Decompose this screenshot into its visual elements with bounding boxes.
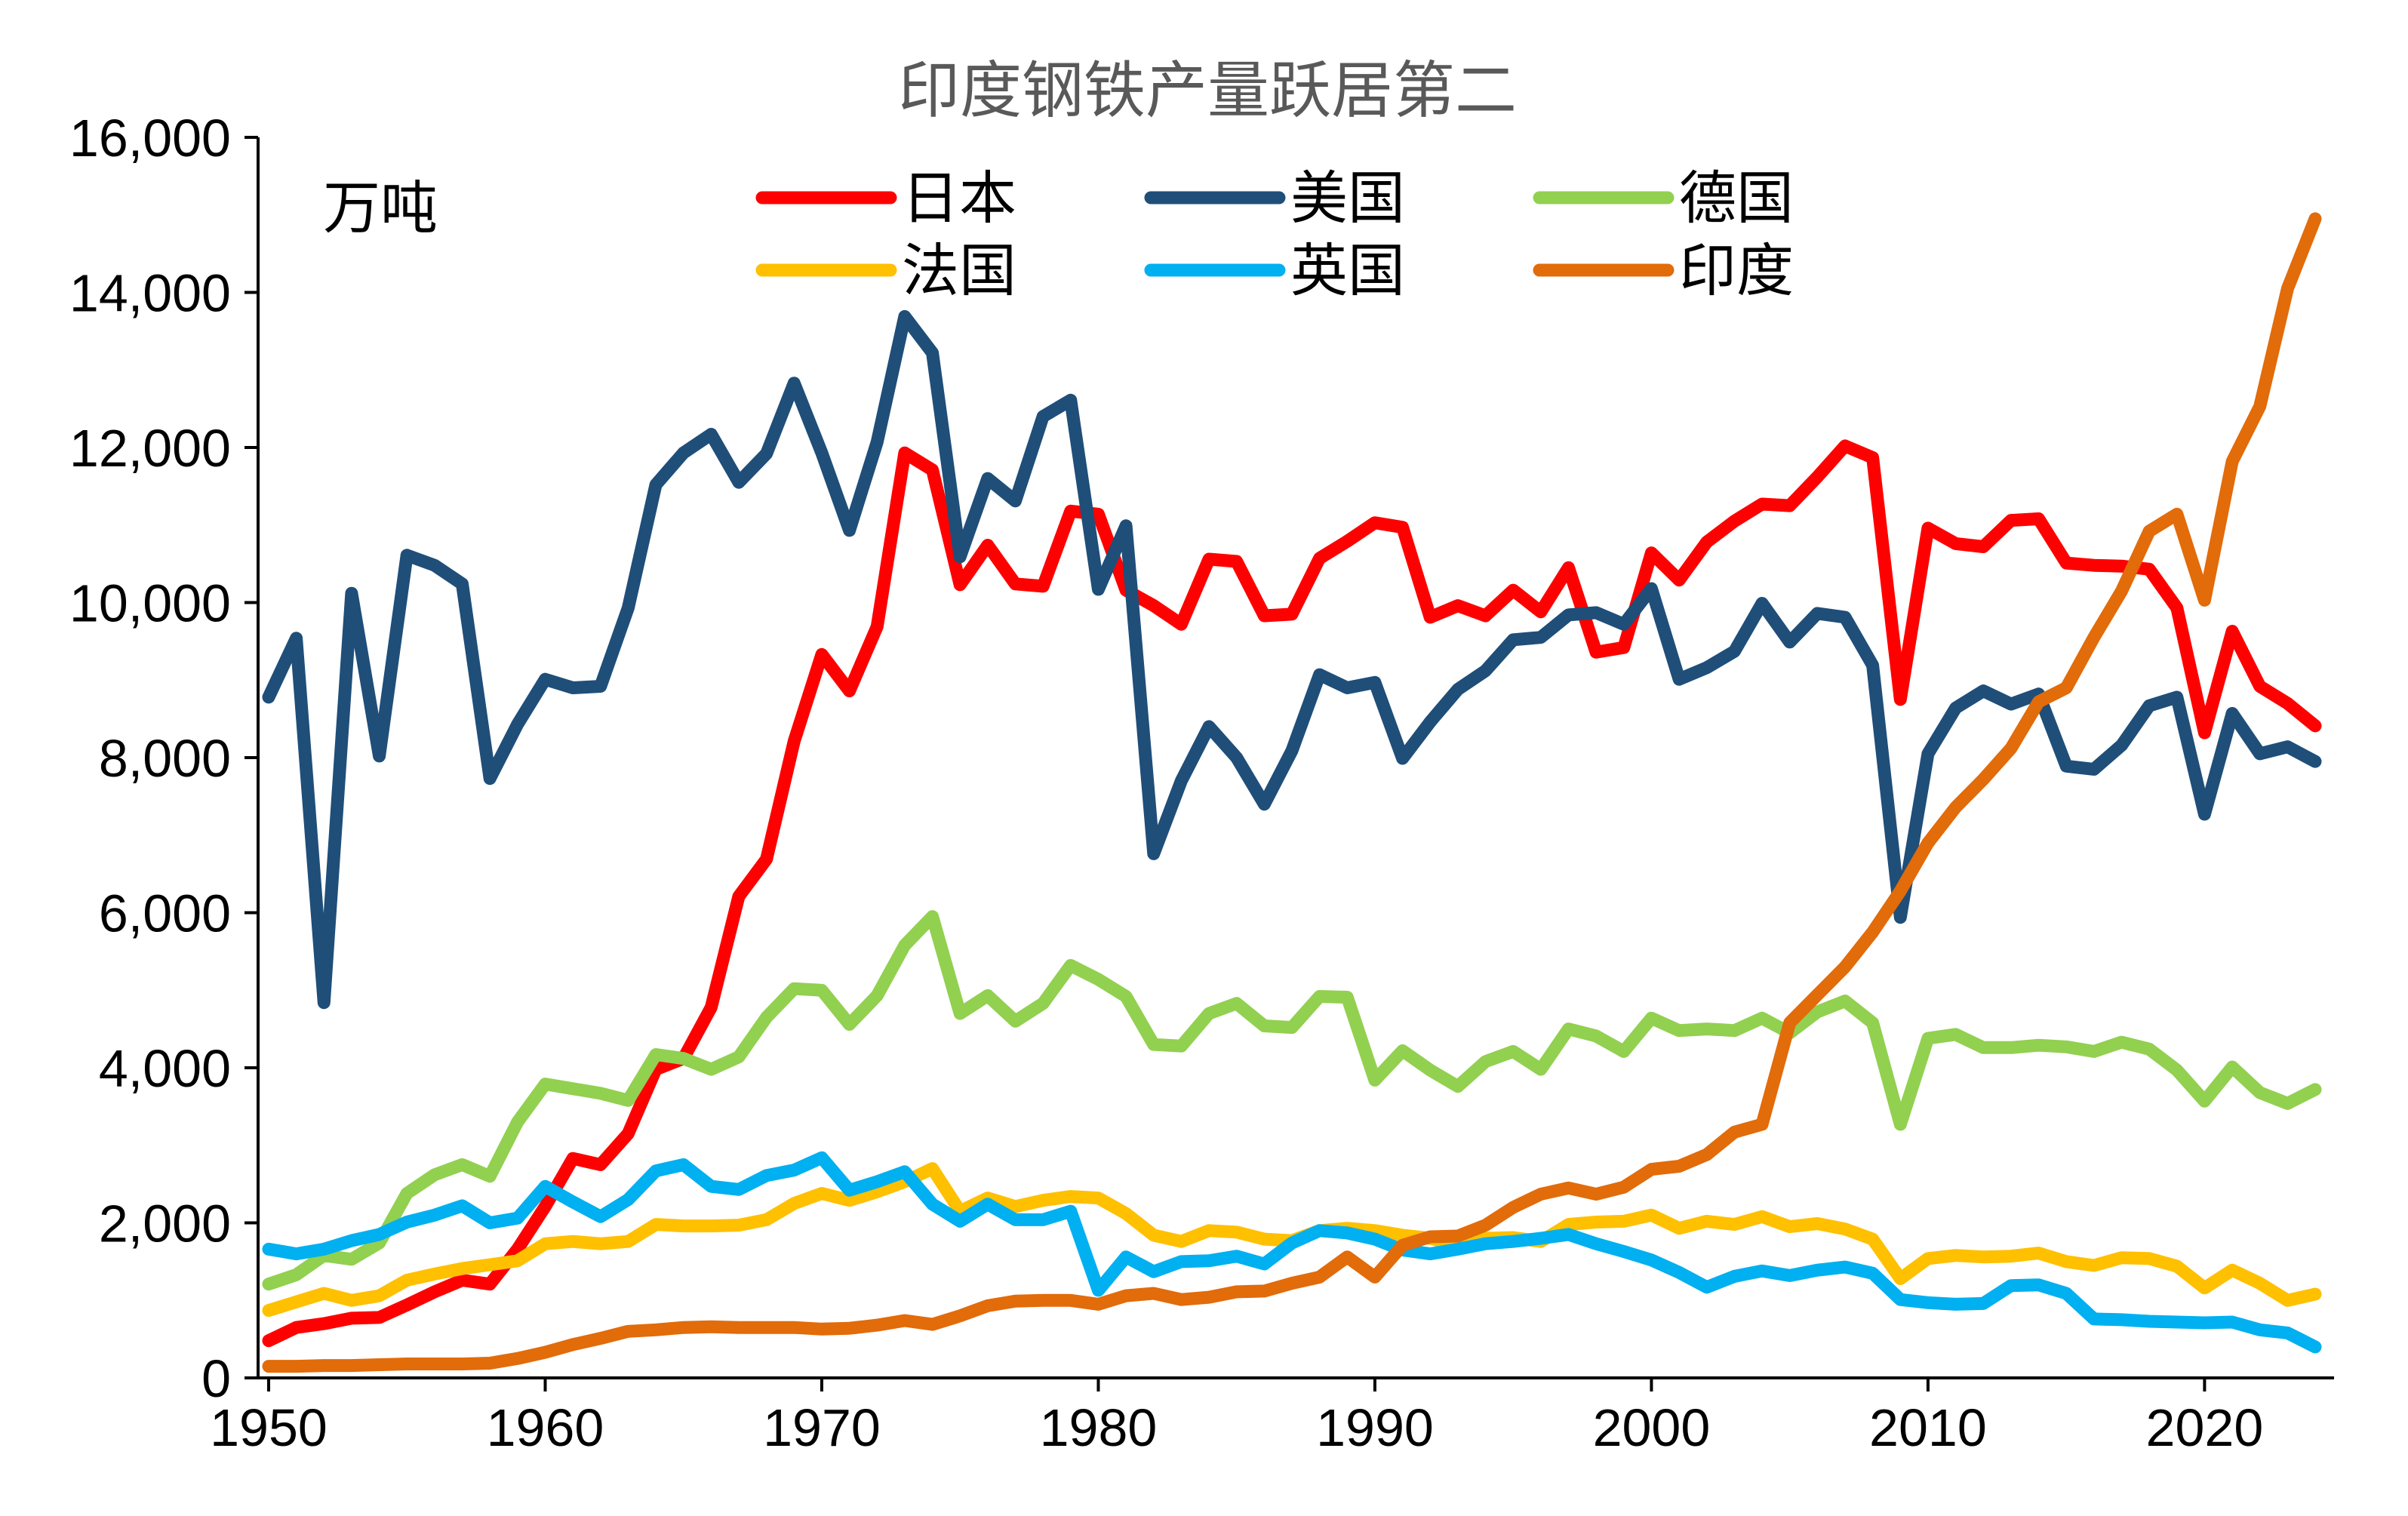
x-tick-label: 1990 [1316, 1398, 1434, 1457]
legend-label: 法国 [902, 237, 1016, 304]
y-tick-label: 16,000 [69, 109, 231, 168]
y-tick-label: 14,000 [69, 264, 231, 323]
unit-label: 万吨 [323, 174, 438, 241]
series-line-美国 [262, 309, 2322, 1010]
y-tick-label: 8,000 [99, 729, 231, 788]
series-line-印度 [262, 212, 2322, 1373]
x-tick-label: 2010 [1869, 1398, 1987, 1457]
series-line-日本 [262, 439, 2322, 1348]
y-tick-label: 6,000 [99, 884, 231, 943]
series-line-德国 [262, 910, 2322, 1291]
x-axis-ticks: 1950 1960 1970 1980 1990 2000 2010 2020 [210, 1378, 2263, 1457]
x-tick-label: 2020 [2146, 1398, 2264, 1457]
legend-label: 德国 [1679, 165, 1794, 232]
x-tick-label: 1970 [763, 1398, 881, 1457]
legend-label: 日本 [902, 165, 1016, 232]
y-tick-label: 4,000 [99, 1039, 231, 1098]
series-lines [262, 212, 2322, 1373]
x-tick-label: 1960 [487, 1398, 604, 1457]
y-tick-label: 2,000 [99, 1195, 231, 1253]
chart-title: 印度钢铁产量跃居第二 [898, 55, 1517, 127]
x-tick-label: 1980 [1040, 1398, 1158, 1457]
x-tick-label: 2000 [1593, 1398, 1711, 1457]
x-tick-label: 1950 [210, 1398, 328, 1457]
y-tick-label: 0 [201, 1349, 231, 1408]
y-tick-label: 10,000 [69, 574, 231, 633]
legend-label: 美国 [1290, 165, 1405, 232]
y-axis-ticks: 0 2,000 4,000 6,000 8,000 10,000 12,000 14,000 1… [69, 109, 258, 1408]
legend-label: 印度 [1679, 237, 1794, 304]
series-line-英国 [262, 1151, 2322, 1354]
y-tick-label: 12,000 [69, 419, 231, 478]
legend-label: 英国 [1290, 237, 1405, 304]
